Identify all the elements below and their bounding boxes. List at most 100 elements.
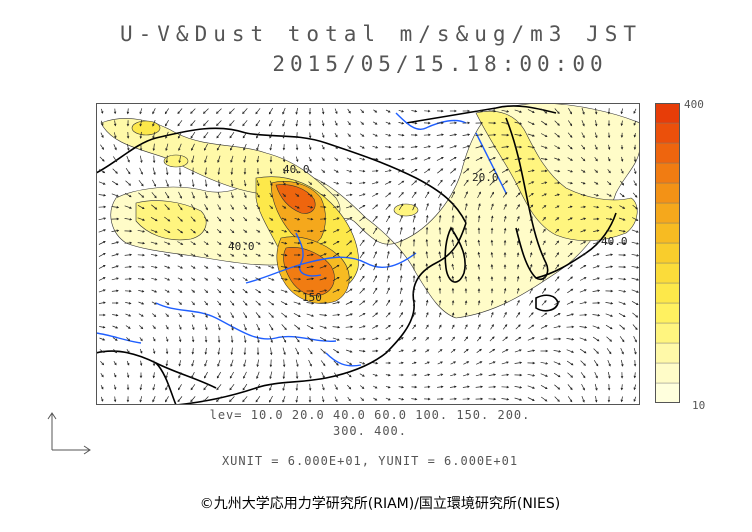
wind-arrow-head: [530, 263, 533, 267]
wind-arrow: [516, 204, 520, 210]
wind-arrow: [242, 383, 248, 391]
wind-arrow-head: [295, 112, 298, 115]
wind-arrow: [373, 251, 377, 259]
wind-arrow-head: [620, 375, 624, 379]
wind-arrow-head: [282, 147, 286, 151]
wind-arrow: [373, 239, 377, 247]
wind-arrow: [229, 300, 235, 306]
wind-arrow-head: [336, 363, 339, 366]
wind-arrow: [230, 359, 234, 367]
wind-arrow-head: [116, 194, 119, 197]
wind-arrow-head: [255, 123, 259, 127]
wind-arrow-head: [166, 302, 170, 305]
wind-arrow-head: [584, 313, 588, 317]
wind-arrow-head: [230, 184, 234, 187]
wind-arrow-head: [165, 160, 169, 164]
wind-arrow-head: [438, 251, 441, 255]
wind-arrow: [244, 335, 246, 343]
wind-arrow: [203, 228, 209, 234]
wind-arrow: [477, 312, 481, 318]
wind-arrow: [514, 109, 522, 113]
wind-arrow: [412, 337, 416, 341]
wind-arrow-head: [388, 337, 392, 340]
wind-arrow-head: [361, 122, 365, 125]
wind-arrow-head: [570, 158, 573, 161]
wind-arrow-head: [231, 327, 234, 331]
wind-arrow-head: [282, 123, 285, 127]
wind-arrow-head: [348, 398, 351, 402]
wind-arrow-head: [258, 242, 261, 245]
wind-arrow-head: [478, 311, 481, 315]
wind-arrow: [386, 287, 390, 295]
wind-arrow: [319, 241, 327, 245]
wind-arrow: [255, 312, 261, 318]
wind-arrow-head: [439, 324, 442, 328]
wind-arrow-head: [282, 376, 286, 380]
wind-arrow: [463, 349, 469, 353]
wind-arrow: [216, 108, 222, 114]
wind-arrow-head: [102, 277, 106, 280]
wind-arrow-head: [310, 229, 314, 233]
wind-arrow: [332, 229, 340, 233]
wind-arrow-head: [127, 350, 130, 354]
wind-arrow: [567, 288, 573, 294]
wind-arrow-head: [400, 226, 403, 230]
wind-arrow: [321, 132, 325, 138]
wind-arrow: [554, 145, 560, 149]
wind-arrow-head: [166, 172, 169, 176]
wind-arrow: [255, 241, 261, 245]
wind-arrow-head: [166, 314, 169, 318]
wind-arrow: [359, 385, 365, 389]
wind-arrow: [398, 192, 404, 198]
wind-arrow: [579, 326, 587, 328]
wind-arrow: [452, 252, 454, 258]
wind-arrow-head: [582, 158, 586, 162]
wind-arrow: [306, 266, 314, 268]
wind-arrow: [320, 360, 326, 366]
wind-arrow-head: [503, 287, 507, 291]
wind-arrow-head: [205, 327, 208, 331]
wind-arrow-head: [231, 266, 235, 269]
wind-arrow-head: [375, 146, 379, 149]
colorbar-swatch: [655, 322, 680, 344]
wind-arrow: [476, 361, 482, 365]
wind-arrow: [567, 396, 573, 402]
wind-arrow: [501, 157, 509, 161]
wind-arrow-head: [582, 147, 586, 150]
wind-arrow-head: [231, 290, 235, 294]
wind-arrow: [347, 396, 351, 402]
wind-arrow: [514, 386, 522, 388]
wind-arrow-head: [103, 229, 106, 232]
wind-arrow: [280, 301, 288, 305]
wind-arrow-head: [597, 265, 600, 268]
wind-arrow: [345, 288, 353, 294]
wind-arrow-head: [375, 299, 378, 303]
wind-arrow-head: [531, 192, 534, 196]
wind-arrow-head: [115, 182, 119, 186]
wind-arrow-head: [583, 253, 587, 256]
wind-arrow: [307, 218, 313, 220]
wind-arrow-head: [362, 227, 365, 231]
wind-arrow-head: [584, 338, 587, 341]
wind-arrow: [465, 276, 467, 282]
wind-arrow: [308, 144, 312, 150]
wind-arrow: [449, 134, 457, 136]
wind-arrow-head: [269, 171, 273, 175]
wind-arrow: [346, 228, 352, 234]
wind-arrow: [567, 372, 573, 378]
wind-arrow: [634, 372, 636, 378]
wind-arrow: [541, 108, 547, 114]
wind-arrow-head: [516, 227, 520, 231]
wind-arrow: [281, 229, 287, 233]
wind-arrow-head: [609, 194, 612, 197]
wind-arrow: [153, 372, 155, 378]
wind-arrow-head: [490, 264, 494, 267]
wind-arrow-head: [544, 146, 548, 149]
wind-arrow-head: [242, 111, 245, 115]
wind-arrow: [177, 228, 183, 234]
wind-arrow: [489, 168, 495, 174]
wind-arrow: [111, 253, 119, 257]
wind-arrow: [580, 253, 586, 257]
wind-vectors: [98, 107, 640, 403]
wind-arrow: [178, 179, 182, 187]
